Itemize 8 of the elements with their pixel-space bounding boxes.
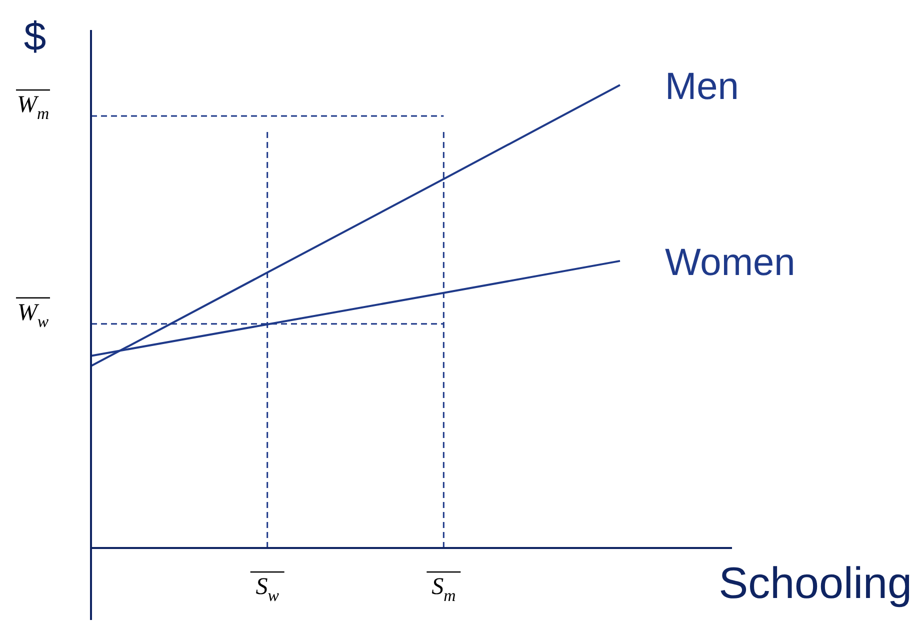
ref-line-label: W$_{m}$ [16,92,50,124]
y-axis-title: $ [24,15,46,59]
series-label: Men [665,66,739,108]
x-tick-label: S$_{m}$ [432,574,456,606]
x-tick-label: S$_{w}$ [256,574,280,606]
x-axis-title: Schooling [718,559,912,608]
ref-line-label: W$_{w}$ [17,299,50,332]
series-label: Women [665,242,796,284]
